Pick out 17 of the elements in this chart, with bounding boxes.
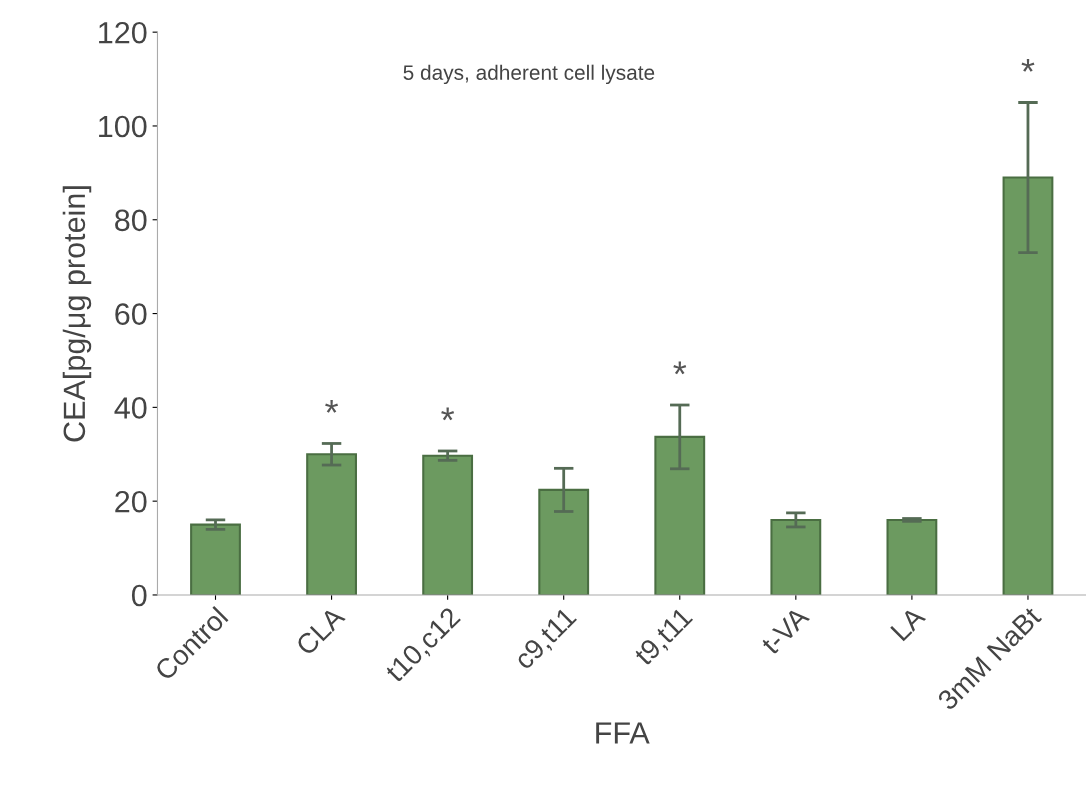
y-tick-label: 100 — [99, 115, 147, 138]
data-label: * — [325, 400, 339, 413]
data-label: * — [673, 361, 687, 375]
x-tick-label: CLA — [294, 605, 346, 657]
y-tick-label: 120 — [99, 21, 147, 44]
y-tick-label: 60 — [115, 303, 147, 325]
y-tick-label: 0 — [131, 584, 147, 607]
data-label: * — [441, 407, 455, 421]
y-axis-title: CEA[pg/μg protein] — [62, 186, 92, 442]
x-tick-label: LA — [890, 605, 927, 642]
x-axis-title: FFA — [596, 722, 650, 744]
annotation: 5 days, adherent cell lysate — [403, 64, 655, 85]
y-tick-label: 80 — [115, 209, 147, 232]
data-label: * — [1021, 59, 1035, 72]
x-tick-label: t-VA — [760, 605, 811, 656]
y-tick-label: 40 — [114, 397, 147, 419]
y-tick-label: 20 — [115, 490, 147, 513]
